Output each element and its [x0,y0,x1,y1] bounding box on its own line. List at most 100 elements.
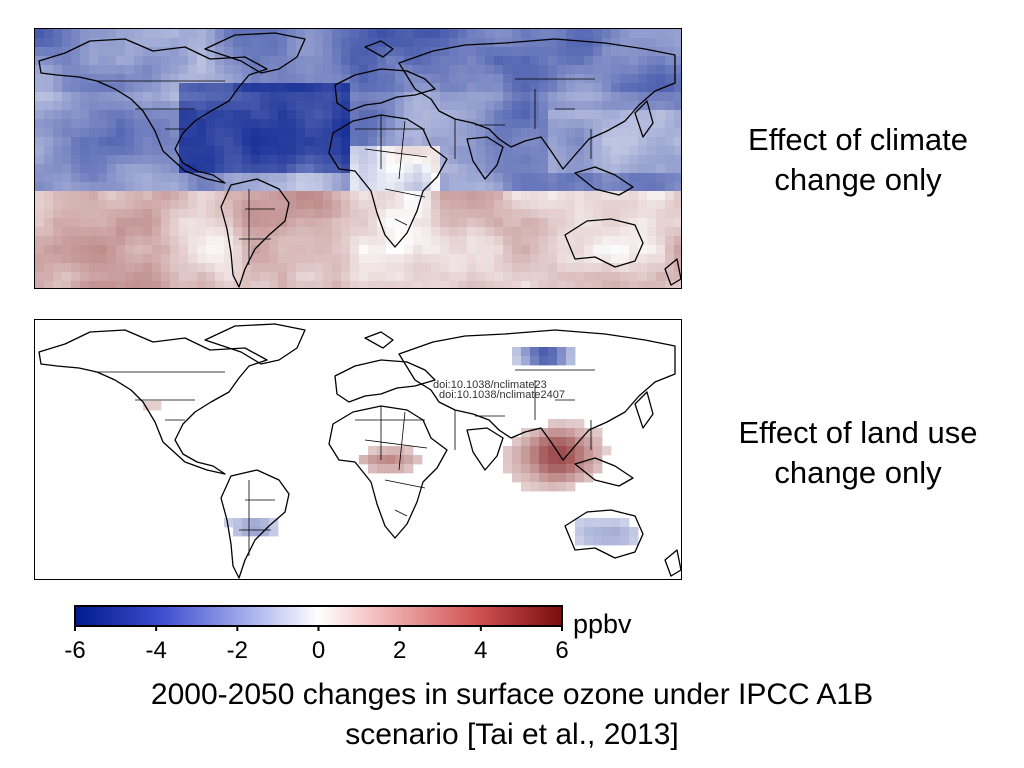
grid-cell [593,101,603,111]
grid-cell [134,281,144,288]
grid-cell [71,245,81,255]
grid-cell [494,137,504,147]
grid-cell [44,272,54,282]
grid-cell [611,173,621,183]
grid-cell [566,173,576,183]
grid-cell [368,101,378,111]
grid-cell [107,74,117,84]
grid-cell [62,200,72,210]
grid-cell [638,191,648,201]
grid-cell [674,56,681,66]
grid-cell [260,47,270,57]
grid-cell [359,209,369,219]
grid-cell [629,227,639,237]
grid-cell [197,101,207,111]
grid-cell [197,38,207,48]
grid-cell [143,218,153,228]
grid-cell [638,245,648,255]
grid-cell [557,209,567,219]
grid-cell [530,437,540,447]
grid-cell [557,92,567,102]
grid-cell [278,200,288,210]
grid-cell [665,200,675,210]
grid-cell [521,173,531,183]
grid-cell [44,236,54,246]
grid-cell [98,110,108,120]
grid-cell [107,209,117,219]
grid-cell [521,92,531,102]
grid-cell [413,173,423,183]
grid-cell [611,47,621,57]
grid-cell [332,209,342,219]
coastline [38,38,268,184]
grid-cell [170,47,180,57]
grid-cell [440,74,450,84]
grid-cell [656,92,666,102]
grid-cell [287,200,297,210]
grid-cell [152,227,162,237]
grid-cell [80,38,90,48]
grid-cell [305,146,315,156]
grid-cell [287,164,297,174]
grid-cell [521,236,531,246]
grid-cell [44,101,54,111]
grid-cell [503,263,513,273]
grid-cell [512,281,522,288]
grid-cell [494,110,504,120]
grid-cell [629,527,639,537]
grid-cell [593,218,603,228]
grid-cell [386,173,396,183]
grid-cell [593,137,603,147]
grid-cell [503,254,513,264]
grid-cell [89,83,99,93]
grid-cell [296,200,306,210]
grid-cell [152,281,162,288]
grid-cell [665,56,675,66]
grid-cell [98,65,108,75]
grid-cell [377,464,387,474]
grid-cell [179,218,189,228]
grid-cell [557,281,567,288]
grid-cell [107,227,117,237]
grid-cell [674,200,681,210]
grid-cell [548,419,558,429]
grid-cell [233,236,243,246]
grid-cell [224,191,234,201]
grid-cell [314,191,324,201]
colorbar-tick-label: 2 [393,637,406,664]
grid-cell [116,101,126,111]
grid-cell [170,236,180,246]
grid-cell [242,518,252,528]
grid-cell [188,146,198,156]
grid-cell [647,47,657,57]
grid-cell [278,281,288,288]
grid-cell [35,272,45,282]
grid-cell [170,209,180,219]
grid-cell [395,65,405,75]
grid-cell [314,245,324,255]
grid-cell [269,164,279,174]
grid-cell [656,173,666,183]
grid-cell [44,173,54,183]
grid-cell [242,137,252,147]
grid-cell [332,74,342,84]
grid-cell [404,182,414,192]
grid-cell [98,101,108,111]
grid-cell [593,65,603,75]
grid-cell [476,38,486,48]
grid-cell [503,272,513,282]
grid-cell [638,65,648,75]
grid-cell [341,29,351,39]
grid-cell [143,254,153,264]
grid-cell [188,56,198,66]
grid-cell [170,191,180,201]
grid-cell [368,281,378,288]
grid-cell [449,236,459,246]
grid-cell [647,119,657,129]
grid-cell [152,110,162,120]
grid-cell [566,110,576,120]
grid-cell [512,263,522,273]
grid-cell [413,254,423,264]
grid-cell [377,455,387,465]
grid-cell [458,254,468,264]
